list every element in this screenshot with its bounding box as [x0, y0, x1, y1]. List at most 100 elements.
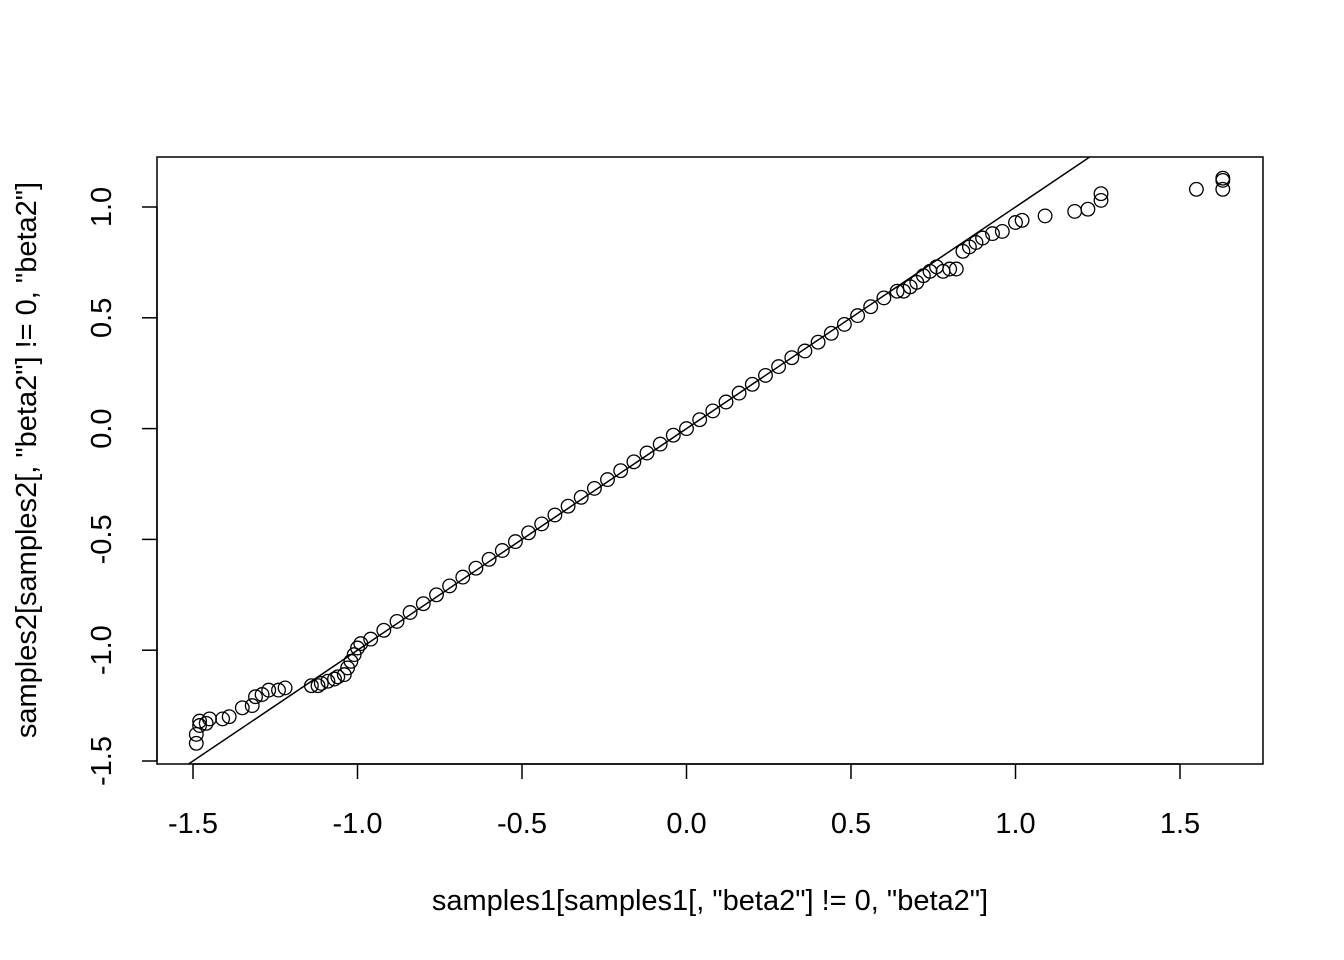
data-point	[1215, 170, 1231, 186]
data-points	[188, 170, 1231, 751]
data-point	[244, 698, 260, 714]
data-point	[823, 325, 839, 341]
data-point	[850, 308, 866, 324]
data-point	[343, 653, 359, 669]
y-tick-label: 0.5	[86, 298, 118, 338]
x-axis-title: samples1[samples1[, "beta2"] != 0, "beta…	[432, 885, 988, 917]
data-point	[248, 689, 263, 705]
data-point	[863, 299, 879, 315]
data-point	[1093, 192, 1109, 208]
data-point	[731, 385, 747, 401]
data-point	[665, 427, 681, 443]
data-point	[1093, 186, 1109, 202]
data-point	[188, 726, 204, 742]
data-point	[889, 283, 905, 299]
data-point	[468, 560, 484, 576]
data-point	[600, 472, 615, 488]
data-point	[313, 675, 329, 691]
data-point	[1067, 203, 1083, 219]
data-point	[376, 622, 392, 638]
data-point	[303, 678, 319, 694]
x-tick-label: 0.5	[831, 808, 871, 840]
data-point	[758, 367, 773, 383]
y-tick-label: -1.5	[86, 736, 118, 786]
data-point	[277, 680, 293, 696]
data-point	[975, 230, 991, 246]
data-point	[521, 525, 537, 541]
data-point	[1037, 208, 1053, 224]
data-point	[481, 551, 497, 567]
data-point	[202, 711, 217, 727]
data-point	[784, 350, 800, 366]
data-point	[442, 578, 458, 594]
data-point	[586, 480, 602, 496]
data-point	[771, 359, 787, 375]
data-point	[389, 613, 405, 629]
x-tick-label: 1.5	[1160, 808, 1200, 840]
data-point	[455, 569, 471, 585]
data-point	[234, 700, 250, 716]
data-point	[560, 498, 576, 514]
data-point	[353, 636, 369, 652]
data-point	[310, 678, 326, 694]
data-point	[639, 445, 655, 461]
data-point	[346, 647, 362, 663]
data-point	[948, 261, 964, 277]
y-axis-title: samples2[samples2[, "beta2"] != 0, "beta…	[11, 182, 43, 738]
data-point	[679, 421, 694, 437]
data-point	[402, 605, 418, 620]
data-point	[507, 534, 523, 550]
data-point	[744, 376, 760, 392]
data-point	[705, 403, 721, 419]
data-point	[494, 543, 510, 558]
data-point	[534, 516, 550, 532]
x-axis: -1.5 -1.0 -0.5 0.0 0.5 1.0 1.5	[168, 763, 1200, 840]
data-point	[188, 735, 204, 751]
x-tick-label: -1.0	[333, 808, 383, 840]
data-point	[1215, 181, 1231, 197]
data-point	[261, 682, 277, 698]
data-point	[994, 223, 1010, 239]
data-point	[271, 682, 286, 698]
data-point	[692, 412, 708, 428]
x-tick-label: 0.0	[666, 808, 706, 840]
data-point	[215, 711, 231, 727]
y-axis: -1.5 -1.0 -0.5 0.0 0.5 1.0	[86, 187, 158, 786]
data-point	[1188, 181, 1204, 197]
data-point	[810, 334, 826, 350]
data-point	[652, 436, 668, 452]
data-point	[350, 640, 365, 656]
x-tick-label: -0.5	[497, 808, 547, 840]
data-point	[1080, 201, 1096, 217]
data-point	[327, 671, 342, 687]
data-point	[942, 261, 958, 277]
reference-line	[187, 157, 1092, 764]
data-point	[797, 343, 813, 359]
data-point	[573, 489, 589, 505]
y-tick-label: -0.5	[86, 514, 118, 564]
data-point	[547, 507, 563, 523]
data-point	[192, 713, 208, 729]
x-tick-label: -1.5	[168, 808, 218, 840]
data-point	[336, 667, 352, 683]
data-point	[876, 290, 892, 306]
data-point	[363, 631, 379, 647]
data-point	[221, 709, 237, 725]
data-point	[415, 596, 431, 612]
y-tick-label: 1.0	[86, 187, 118, 227]
data-point	[1008, 215, 1023, 230]
data-point	[320, 673, 336, 689]
data-point	[340, 660, 356, 676]
y-tick-label: -1.0	[86, 625, 118, 675]
data-point	[836, 316, 852, 332]
data-point	[429, 587, 444, 603]
data-point	[1014, 212, 1030, 228]
y-tick-label: 0.0	[86, 408, 118, 448]
data-point	[985, 226, 1000, 242]
x-tick-label: 1.0	[995, 808, 1035, 840]
data-point	[613, 463, 629, 479]
data-point	[626, 454, 642, 470]
data-point	[718, 394, 734, 410]
data-point	[198, 715, 214, 731]
